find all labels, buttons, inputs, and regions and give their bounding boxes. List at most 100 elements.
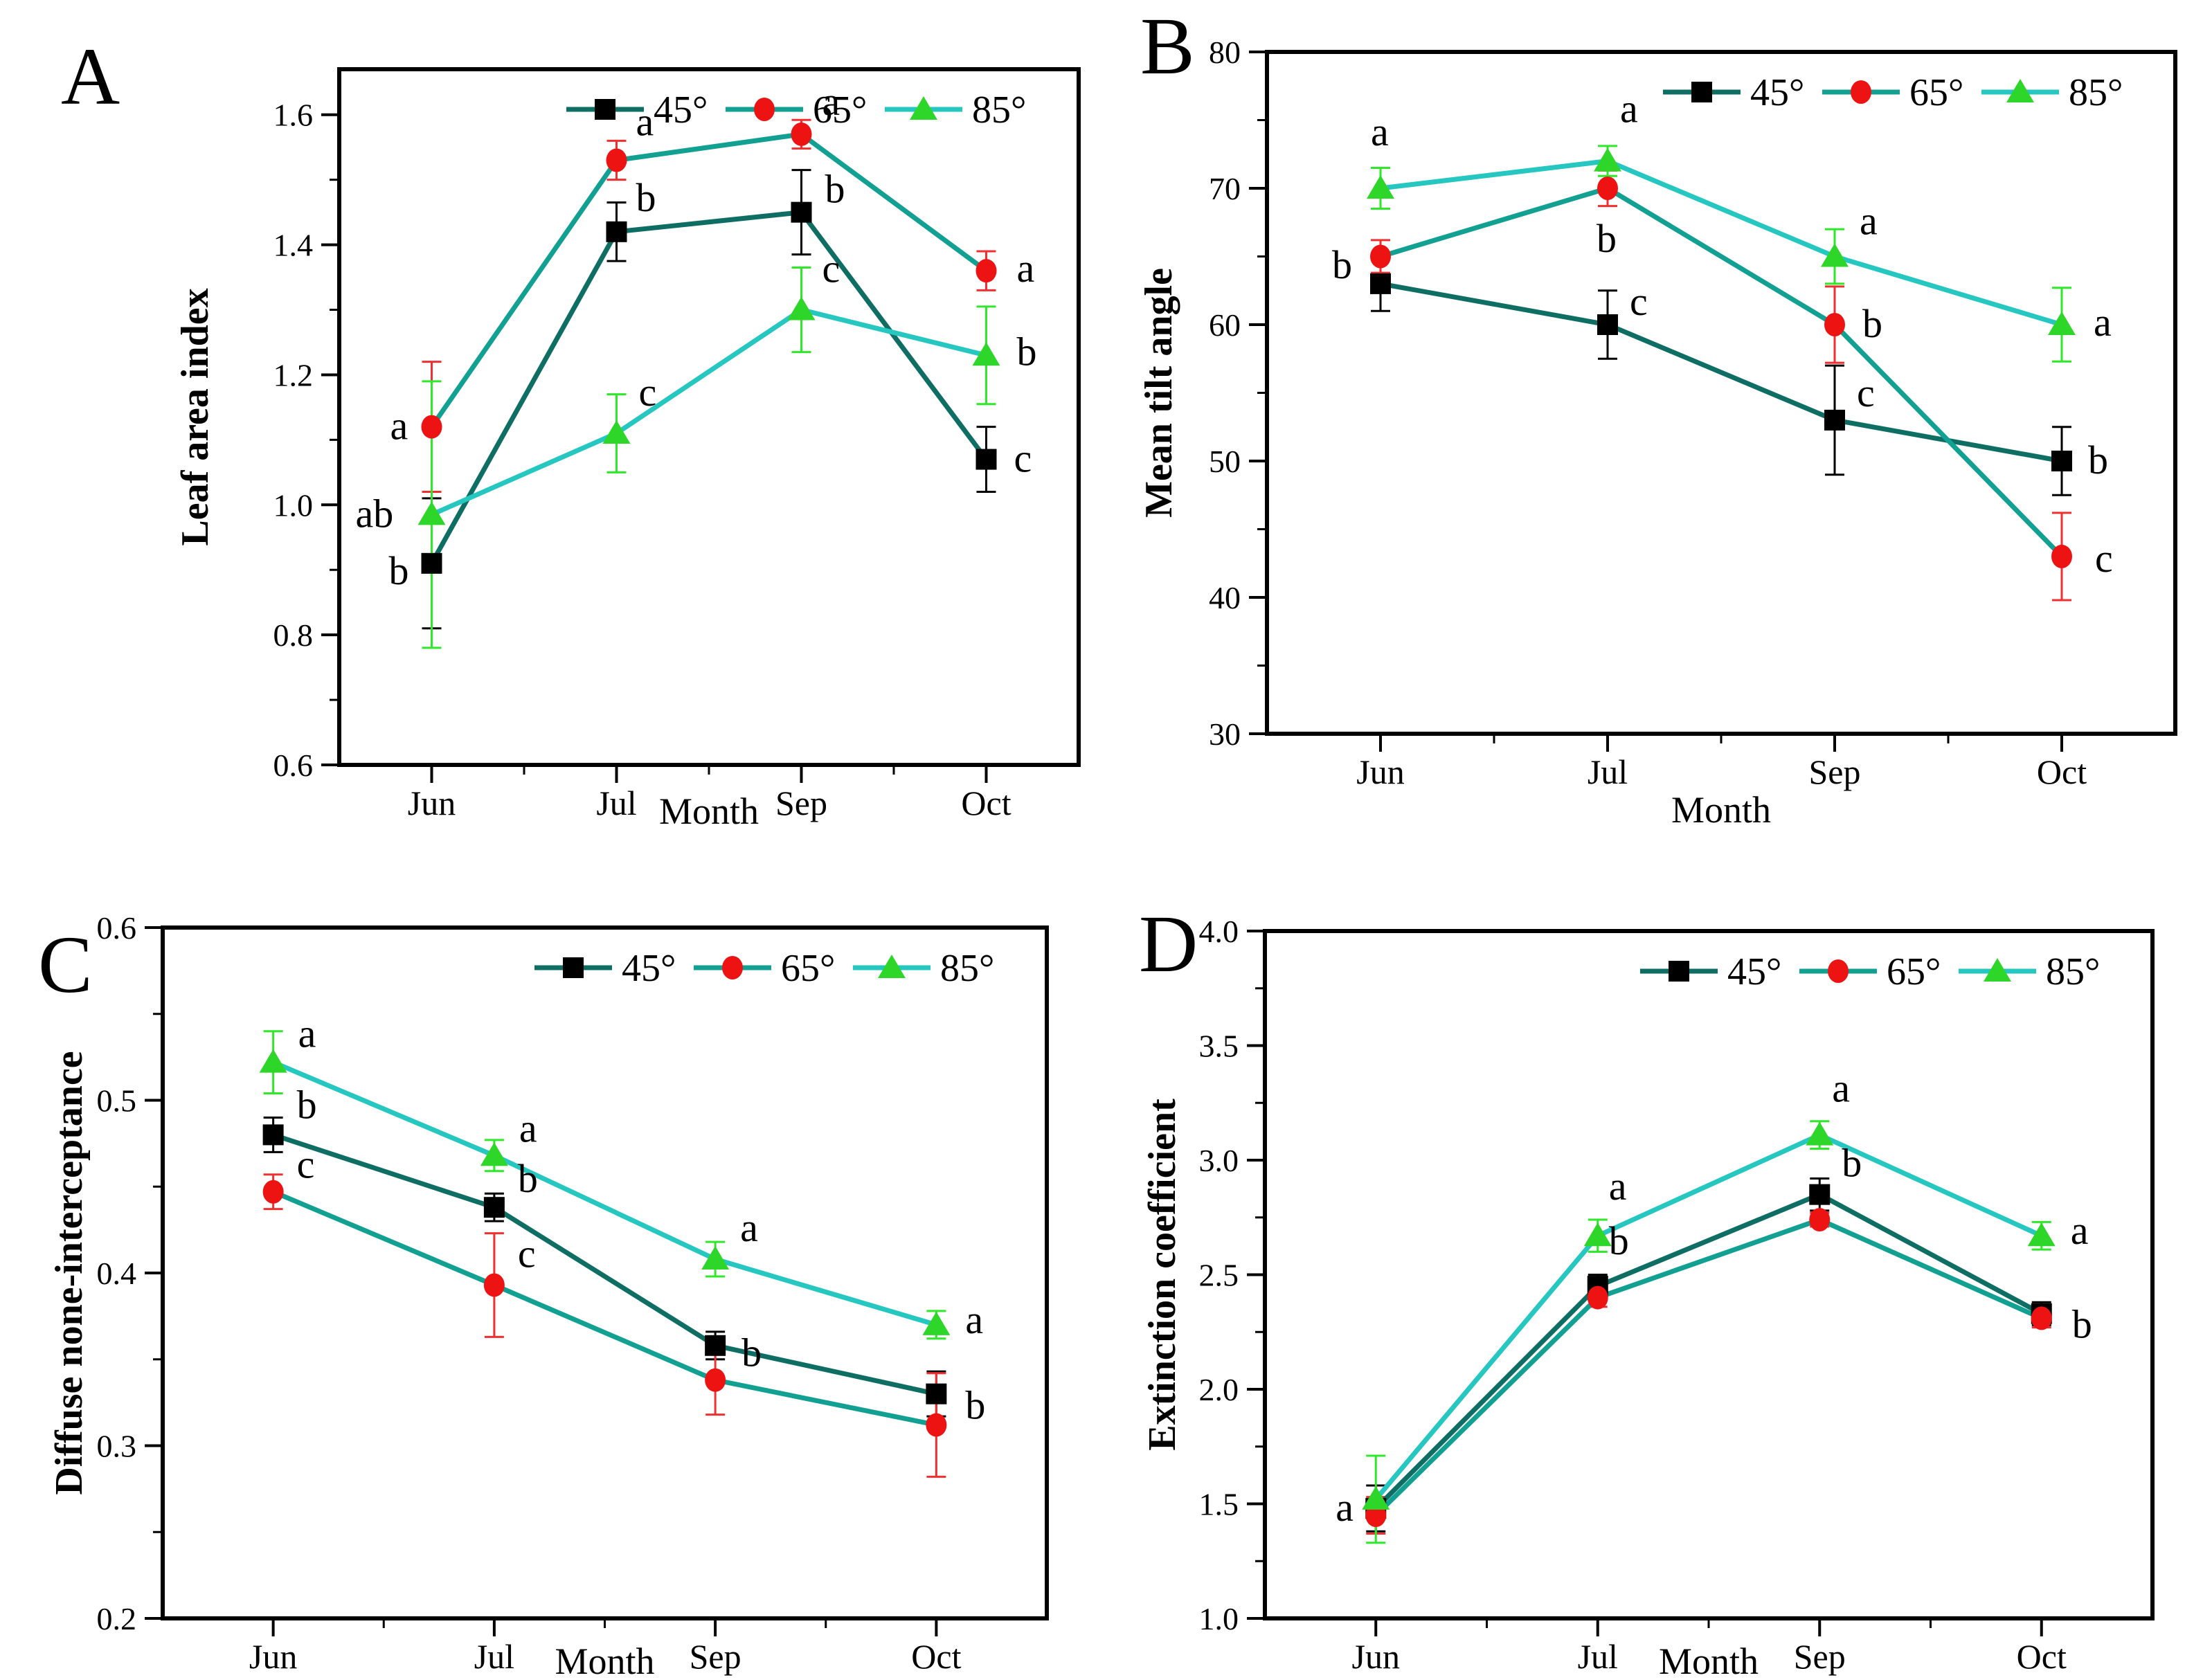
- significance-letter: b: [741, 1330, 762, 1375]
- x-tick-label: Sep: [775, 784, 827, 822]
- significance-letter: c: [1857, 370, 1875, 415]
- legend-label: 85°: [2046, 950, 2100, 993]
- x-tick-label: Oct: [2037, 752, 2087, 791]
- x-tick-label: Jul: [596, 784, 636, 822]
- data-point-triangle: [1594, 147, 1621, 172]
- series-85°-markers: a a a a: [1367, 87, 2112, 345]
- legend-marker-circle: [754, 98, 775, 121]
- y-axis-title: Mean tilt angle: [1138, 268, 1180, 518]
- data-point-triangle: [259, 1049, 287, 1073]
- significance-letter: a: [519, 1105, 537, 1150]
- data-point-circle: [1587, 1285, 1608, 1310]
- data-point-triangle: [972, 342, 1000, 366]
- significance-letter: b: [636, 175, 656, 220]
- significance-letter: a: [636, 99, 654, 144]
- legend-label: 65°: [813, 89, 867, 132]
- data-point-triangle: [1821, 243, 1849, 267]
- y-tick-label: 0.5: [97, 1083, 137, 1119]
- plot-frame: [337, 67, 1081, 767]
- data-point-square: [1370, 273, 1391, 294]
- y-tick-label: 3.5: [1199, 1029, 1239, 1064]
- panel-c-label: C: [38, 919, 93, 1010]
- y-tick-label: 0.3: [97, 1429, 137, 1464]
- y-tick-label: 2.5: [1199, 1258, 1239, 1293]
- legend-marker-triangle: [878, 955, 906, 978]
- significance-letter: c: [297, 1142, 315, 1187]
- y-tick-label: 60: [1209, 307, 1241, 343]
- series-65°-line: [429, 132, 988, 428]
- x-axis-title: Month: [1671, 789, 1771, 831]
- legend-label: 85°: [2069, 71, 2123, 114]
- panel-b-chart: 30 40 50 60 70 80 Mean tilt angle Jun Jul Sep Oct M…: [1138, 35, 2177, 831]
- series-65°-markers: b: [1365, 1208, 2092, 1528]
- significance-letter: a: [740, 1205, 758, 1250]
- series-45°-markers: abb: [1336, 1141, 2052, 1530]
- series-45°-markers: b b b c: [389, 167, 1032, 593]
- series-45°-line: [272, 1132, 937, 1397]
- y-tick-label: 0.6: [97, 910, 137, 946]
- series-65°-errorbars: [263, 1173, 946, 1478]
- legend-label: 65°: [781, 947, 835, 990]
- data-point-circle: [2051, 544, 2072, 568]
- significance-letter: b: [2088, 437, 2108, 482]
- data-point-triangle: [1583, 1222, 1612, 1247]
- data-point-circle: [483, 1273, 505, 1297]
- data-point-square: [606, 221, 627, 242]
- x-tick-label: Oct: [911, 1637, 961, 1676]
- panel-d-label: D: [1139, 898, 1198, 989]
- y-tick-label: 70: [1209, 171, 1241, 206]
- plot-frame: [161, 925, 1049, 1620]
- x-axis: Jun Jul Sep Oct Month: [1352, 1618, 2067, 1680]
- y-tick-label: 50: [1209, 444, 1241, 479]
- significance-letter: b: [825, 167, 845, 212]
- data-point-triangle: [787, 296, 816, 320]
- data-point-triangle: [602, 419, 631, 444]
- legend-marker-triangle: [910, 96, 937, 120]
- legend: 45° 65° 85°: [1663, 71, 2123, 114]
- y-tick-label: 1.2: [273, 357, 314, 392]
- series-85°-errorbars: [422, 266, 996, 649]
- y-tick-label: 0.4: [97, 1256, 137, 1291]
- series-65°-errorbars: [1371, 169, 2071, 602]
- y-tick-label: 1.6: [273, 98, 314, 133]
- significance-letter: c: [518, 1231, 536, 1276]
- series-85°-errorbars: [263, 1030, 946, 1340]
- legend-label: 45°: [622, 947, 676, 990]
- legend: 45° 65° 85°: [1640, 950, 2100, 993]
- data-point-square: [975, 449, 997, 470]
- legend-marker-square: [595, 99, 615, 120]
- legend-marker-triangle: [2006, 79, 2034, 102]
- x-axis: Jun Jul Sep Oct Month: [249, 1618, 962, 1680]
- x-axis: Jun Jul Sep Oct Month: [1356, 734, 2087, 831]
- significance-letter: c: [639, 370, 657, 415]
- y-axis: 30 40 50 60 70 80 Mean tilt angle: [1138, 35, 1267, 752]
- significance-letter: b: [1597, 216, 1617, 261]
- data-point-circle: [421, 415, 442, 439]
- series-85°-markers: a a a: [1362, 1066, 2089, 1510]
- series-45°-line: [1380, 281, 2062, 464]
- series-45°-errorbars: [422, 169, 996, 630]
- significance-letter: a: [298, 1011, 316, 1056]
- significance-letter: a: [1832, 1066, 1850, 1111]
- series-65°-errorbars: [422, 118, 996, 494]
- legend-marker-circle: [722, 956, 743, 979]
- y-tick-label: 1.4: [273, 228, 314, 263]
- plot-frame: [1263, 929, 2155, 1620]
- significance-letter: b: [389, 548, 409, 593]
- panel-a-label: A: [61, 31, 120, 122]
- legend-label: 65°: [1887, 950, 1941, 993]
- series-65°-markers: c c b: [262, 1142, 947, 1437]
- series-65°-line: [272, 1189, 937, 1427]
- legend: 45° 65° 85°: [534, 947, 994, 990]
- y-axis: 0.2 0.3 0.4 0.5 0.6 Diffuse none-interceptanc…: [48, 910, 163, 1636]
- significance-letter: b: [2072, 1301, 2092, 1346]
- series-45°-line: [429, 209, 989, 565]
- x-tick-label: Jul: [474, 1637, 514, 1676]
- series-85°-markers: ab c c b: [356, 246, 1037, 536]
- significance-letter: a: [2094, 300, 2112, 345]
- data-point-triangle: [2027, 1222, 2056, 1247]
- data-point-square: [2051, 451, 2072, 471]
- panel-b-label: B: [1140, 1, 1195, 91]
- data-point-circle: [2031, 1306, 2052, 1330]
- y-tick-label: 1.0: [273, 487, 314, 523]
